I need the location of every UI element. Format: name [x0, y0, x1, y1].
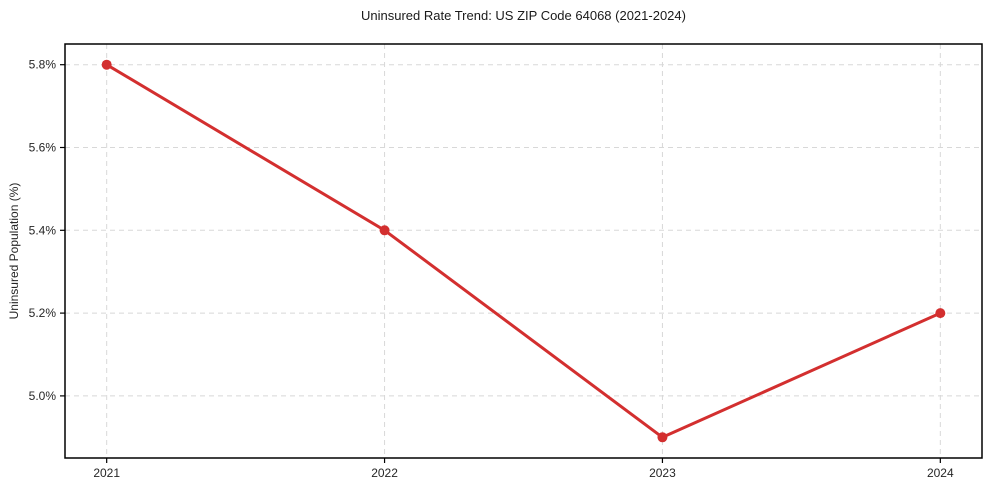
x-tick-label: 2021 — [93, 466, 120, 480]
plot-border — [64, 43, 983, 459]
y-tick-label: 5.8% — [29, 58, 57, 72]
x-tick-label: 2023 — [649, 466, 676, 480]
x-tick-label: 2024 — [927, 466, 954, 480]
chart-title: Uninsured Rate Trend: US ZIP Code 64068 … — [361, 8, 686, 23]
y-tick-label: 5.6% — [29, 141, 57, 155]
data-point-marker — [101, 59, 112, 70]
y-tick-label: 5.4% — [29, 223, 57, 237]
y-tick-label: 5.0% — [29, 389, 57, 403]
data-point-marker — [379, 225, 390, 236]
x-tick-label: 2022 — [371, 466, 398, 480]
data-point-marker — [935, 308, 946, 319]
data-point-marker — [657, 432, 668, 443]
trend-line — [105, 63, 942, 439]
y-tick-label: 5.2% — [29, 306, 57, 320]
